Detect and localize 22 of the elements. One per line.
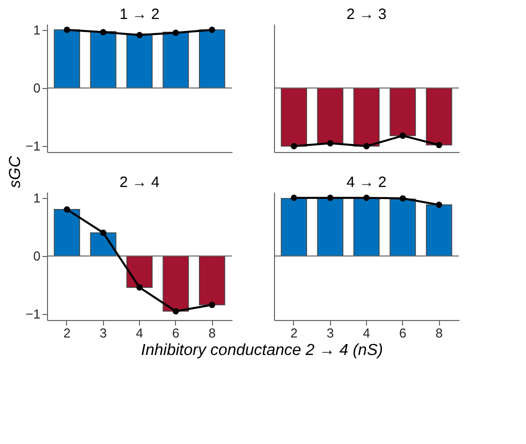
chart-title: 4 → 2 bbox=[346, 174, 387, 191]
x-tick-label: 6 bbox=[399, 326, 406, 340]
x-tick-label: 2 bbox=[290, 326, 298, 340]
y-tick-label: 1 bbox=[33, 190, 40, 206]
chart-title: 1 → 2 bbox=[119, 6, 160, 23]
y-tick-label: −1 bbox=[26, 306, 40, 322]
x-tick-label: 3 bbox=[326, 326, 334, 340]
y-tick-label: −1 bbox=[26, 138, 40, 154]
x-tick-label: 3 bbox=[100, 326, 107, 340]
x-tick-label: 8 bbox=[208, 326, 216, 340]
y-tick-label: 1 bbox=[33, 22, 40, 38]
y-axis-title: sGC bbox=[7, 156, 24, 188]
x-tick-label: 2 bbox=[63, 326, 71, 340]
x-tick-label: 6 bbox=[172, 326, 180, 340]
x-tick-label: 4 bbox=[362, 326, 370, 340]
chart-title: 2 → 4 bbox=[119, 174, 160, 191]
chart-title: 2 → 3 bbox=[346, 6, 387, 23]
x-tick-label: 8 bbox=[435, 326, 443, 340]
y-tick-label: 0 bbox=[33, 248, 40, 264]
y-tick-label: 0 bbox=[33, 80, 40, 96]
x-tick-label: 4 bbox=[136, 326, 144, 340]
x-axis-title: Inhibitory conductance 2 → 4 (nS) bbox=[141, 342, 383, 359]
